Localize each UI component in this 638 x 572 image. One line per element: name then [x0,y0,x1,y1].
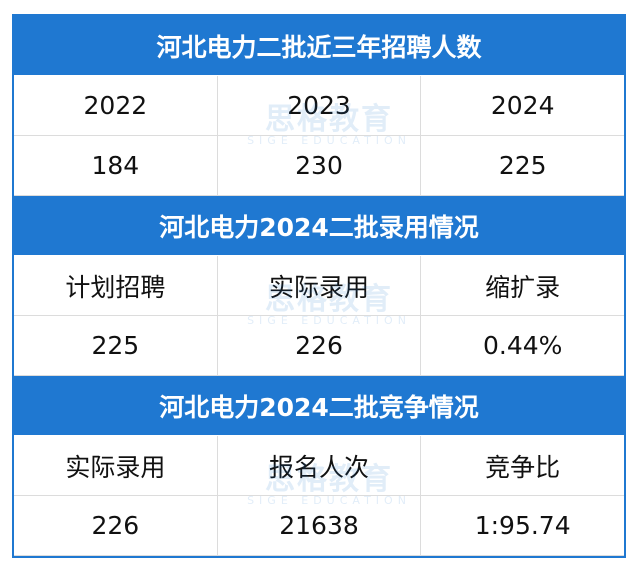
section-title: 河北电力二批近三年招聘人数 [14,16,624,76]
section-title: 河北电力2024二批录用情况 [14,196,624,256]
table-row: 实际录用 报名人次 竞争比 [14,436,624,496]
table-cell: 缩扩录 [485,272,561,302]
section: 河北电力2024二批录用情况 计划招聘 实际录用 缩扩录 225 226 0.44% 思格教育… [14,196,624,376]
table-row: 计划招聘 实际录用 缩扩录 [14,256,624,316]
table-row: 184 230 225 [14,136,624,196]
table-row: 2022 2023 2024 [14,76,624,136]
table-row: 226 21638 1:95.74 [14,496,624,556]
table-cell: 225 [14,316,218,375]
table-cell: 报名人次 [218,436,422,495]
section-title: 河北电力2024二批竞争情况 [14,376,624,436]
table: 河北电力二批近三年招聘人数 2022 2023 2024 184 230 225 思格教育 SI… [12,14,626,558]
table-cell: 竞争比 [485,452,561,482]
table-cell: 计划招聘 [14,256,218,315]
table-cell: 1:95.74 [474,511,571,540]
table-cell: 226 [14,496,218,555]
table-cell: 0.44% [482,331,563,360]
table-cell: 2023 [218,76,422,135]
table-cell: 实际录用 [14,436,218,495]
table-row: 225 226 0.44% [14,316,624,376]
section: 河北电力2024二批竞争情况 实际录用 报名人次 竞争比 226 21638 1:95.74… [14,376,624,556]
table-cell: 184 [14,136,218,195]
table-cell: 21638 [218,496,422,555]
table-cell: 2022 [14,76,218,135]
table-cell: 2024 [490,91,555,120]
table-cell: 225 [498,151,547,180]
table-cell: 226 [218,316,422,375]
section: 河北电力二批近三年招聘人数 2022 2023 2024 184 230 225 思格教育 SI… [14,16,624,196]
table-cell: 230 [218,136,422,195]
table-cell: 实际录用 [218,256,422,315]
